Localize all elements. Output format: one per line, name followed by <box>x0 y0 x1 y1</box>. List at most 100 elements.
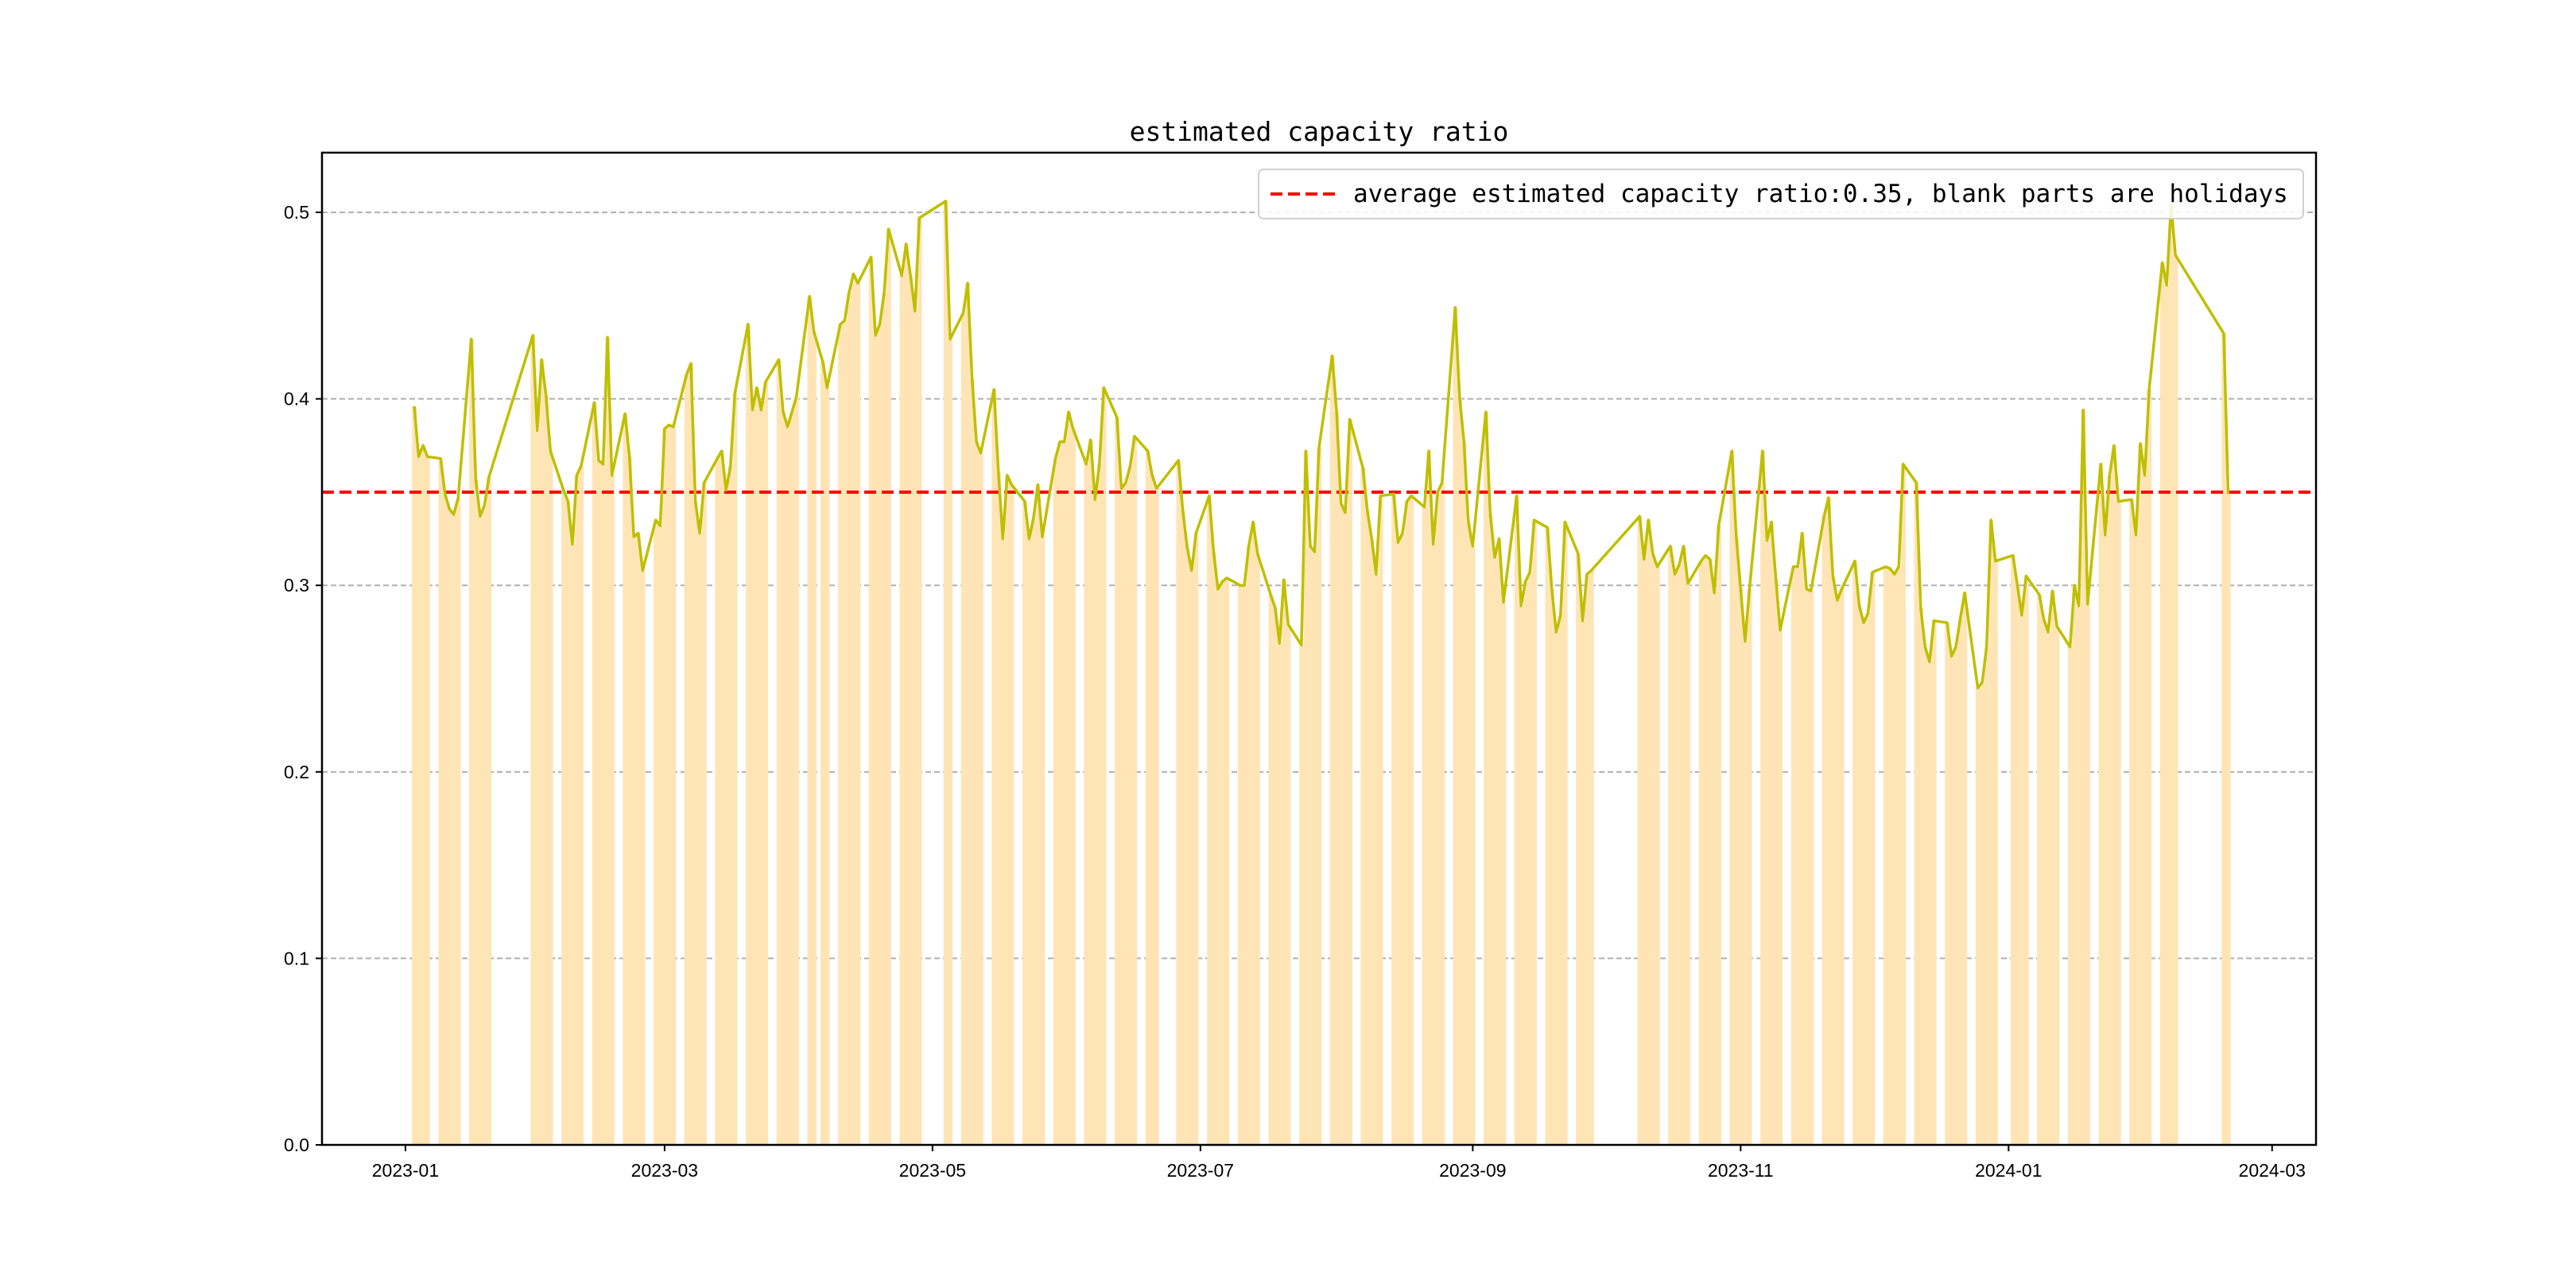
bar <box>1492 557 1498 1145</box>
bar <box>1286 624 1291 1145</box>
bar <box>1053 458 1058 1145</box>
bar <box>1317 447 1322 1145</box>
bar <box>1865 613 1871 1145</box>
bar <box>785 426 790 1145</box>
bar <box>1778 630 1783 1145</box>
bar <box>1255 553 1260 1145</box>
bar <box>1531 520 1537 1145</box>
bar <box>715 458 720 1145</box>
bar <box>1426 451 1432 1145</box>
bar <box>2164 285 2170 1145</box>
x-tick-label: 2023-09 <box>1439 1160 1506 1181</box>
bar <box>781 412 786 1145</box>
bar <box>1154 488 1159 1145</box>
x-tick-label: 2023-07 <box>1167 1160 1234 1181</box>
bar <box>948 339 953 1146</box>
bar <box>1119 488 1124 1145</box>
bar <box>627 456 632 1145</box>
bar <box>1839 588 1845 1145</box>
bar <box>1795 566 1801 1145</box>
bar <box>908 275 914 1146</box>
bar <box>662 429 668 1145</box>
capacity-ratio-line <box>413 200 2230 690</box>
bar <box>978 452 983 1145</box>
bar <box>1395 542 1401 1145</box>
bar <box>1220 581 1225 1145</box>
bar <box>960 312 966 1145</box>
bar <box>873 335 879 1145</box>
bar <box>1580 620 1585 1145</box>
bar <box>1097 464 1102 1145</box>
bar <box>1760 451 1766 1145</box>
bar <box>1470 545 1476 1145</box>
bar <box>1347 419 1352 1145</box>
bar <box>1365 510 1370 1145</box>
bar <box>1299 645 1305 1145</box>
bar <box>1251 522 1256 1145</box>
bar <box>666 425 672 1145</box>
bar <box>692 501 698 1145</box>
bar <box>1519 606 1524 1145</box>
bar <box>1430 544 1436 1145</box>
bar <box>2081 409 2086 1145</box>
bar <box>1237 585 1243 1145</box>
bar <box>851 274 856 1145</box>
bar <box>1374 574 1379 1145</box>
bar <box>548 451 553 1145</box>
bar <box>2221 333 2227 1146</box>
bar <box>2041 619 2046 1145</box>
bar <box>1404 501 1410 1145</box>
bar <box>882 292 887 1146</box>
bar <box>631 537 637 1145</box>
bar <box>1439 483 1445 1145</box>
bar <box>1115 417 1120 1145</box>
bar <box>2168 204 2174 1145</box>
bar <box>1808 591 1814 1145</box>
bar <box>2015 585 2020 1145</box>
bar <box>2011 555 2015 1145</box>
bar <box>1378 495 1383 1145</box>
bar <box>1308 545 1313 1145</box>
bar <box>534 430 540 1145</box>
bar <box>592 402 597 1146</box>
bar <box>1707 559 1713 1145</box>
bar <box>1123 483 1129 1145</box>
bar <box>1655 566 1660 1145</box>
bar <box>1927 661 1933 1145</box>
bar <box>1216 588 1221 1145</box>
bar <box>1821 516 1827 1145</box>
bar <box>1334 412 1340 1145</box>
bar <box>1022 501 1028 1145</box>
bar <box>1088 440 1093 1145</box>
bar <box>1975 688 1980 1145</box>
bar <box>1585 574 1590 1145</box>
x-tick-label: 2023-03 <box>631 1160 698 1181</box>
bar <box>821 361 825 1146</box>
bar <box>1931 620 1937 1145</box>
axes-frame <box>320 151 2318 1146</box>
bar <box>2085 603 2090 1145</box>
bar <box>1681 545 1686 1145</box>
bar <box>1127 466 1133 1145</box>
bar <box>1769 522 1775 1145</box>
bar <box>1057 441 1063 1145</box>
bar <box>2103 534 2108 1145</box>
bar <box>1070 429 1076 1145</box>
bar <box>658 526 663 1145</box>
bar <box>1949 656 1954 1145</box>
bar <box>789 412 795 1145</box>
bar <box>1150 475 1155 1145</box>
bar <box>482 505 487 1145</box>
bar <box>1312 552 1317 1145</box>
bar <box>2072 585 2077 1145</box>
bar <box>877 324 883 1145</box>
bar <box>886 229 891 1146</box>
bar <box>530 335 536 1145</box>
bar <box>1343 512 1348 1145</box>
bar <box>2147 389 2152 1145</box>
bar <box>1496 538 1502 1145</box>
bar <box>1922 646 1928 1145</box>
x-tick-label: 2023-05 <box>899 1160 966 1181</box>
bar <box>763 382 769 1145</box>
bar <box>969 378 975 1145</box>
